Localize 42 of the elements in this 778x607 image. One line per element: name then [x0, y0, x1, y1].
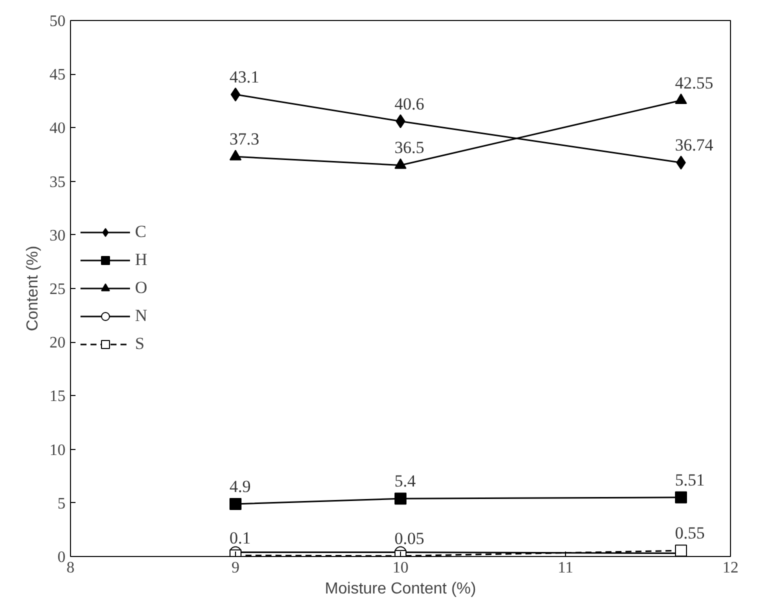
x-tick-label: 8	[66, 560, 74, 576]
point	[394, 492, 406, 505]
legend-label: N	[135, 306, 148, 326]
y-axis-title: Content (%)	[24, 246, 42, 332]
data-label: 5.51	[675, 470, 705, 490]
x-tick-label: 11	[558, 560, 574, 576]
point	[675, 94, 687, 104]
y-tick-label: 35	[50, 174, 66, 191]
y-tick-label: 45	[50, 66, 66, 84]
data-label: 0.05	[394, 528, 424, 548]
data-label: 36.74	[675, 136, 714, 155]
y-tick-label: 5	[58, 495, 66, 512]
data-label: 43.1	[230, 67, 260, 86]
y-tick-label: 0	[58, 549, 66, 566]
data-label: 37.3	[230, 130, 260, 149]
data-label: 42.55	[675, 73, 714, 92]
point	[230, 498, 242, 510]
x-tick-label: 10	[392, 560, 408, 576]
legend-label: C	[135, 222, 148, 242]
y-tick-label: 40	[50, 120, 66, 138]
data-label: 5.4	[394, 472, 416, 491]
x-tick-label: 12	[722, 560, 738, 576]
data-label: 4.9	[230, 476, 251, 496]
x-axis-title: Moisture Content (%)	[324, 580, 476, 598]
x-tick-label: 9	[232, 560, 240, 576]
y-tick-label: 25	[50, 281, 66, 298]
legend-label: O	[135, 278, 148, 298]
data-label: 0.55	[675, 524, 705, 543]
point	[394, 158, 406, 169]
y-tick-label: 15	[50, 388, 66, 406]
y-tick-label: 50	[50, 13, 66, 30]
point	[675, 544, 687, 556]
point	[230, 150, 242, 160]
point	[675, 491, 687, 504]
legend-label: S	[135, 334, 146, 354]
legend-label: H	[135, 250, 148, 270]
y-tick-label: 20	[50, 334, 66, 352]
data-label: 0.1	[230, 528, 251, 548]
data-label: 40.6	[394, 94, 424, 114]
data-label: 36.5	[394, 138, 424, 158]
y-tick-label: 10	[50, 442, 66, 459]
y-tick-label: 30	[50, 227, 66, 244]
